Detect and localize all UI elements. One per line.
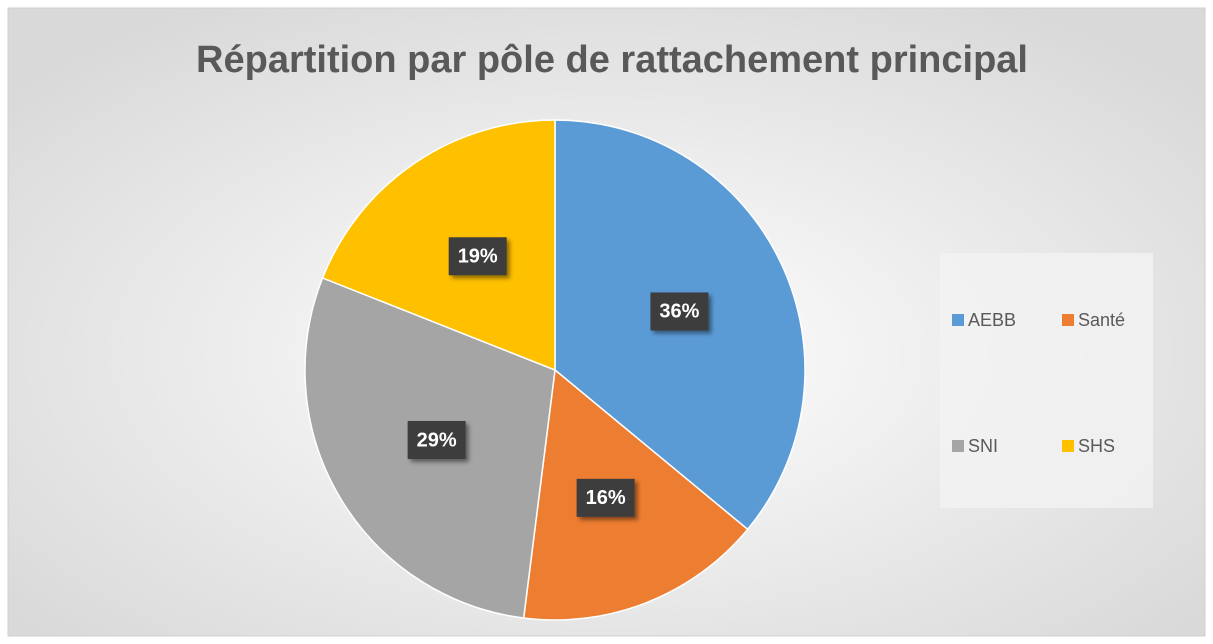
data-label: 16%	[586, 487, 626, 509]
data-label-box	[448, 237, 507, 276]
legend-swatch	[1062, 314, 1074, 326]
data-label-box	[650, 292, 709, 331]
data-label-box	[576, 478, 635, 517]
legend-swatch	[952, 440, 964, 452]
pie-slice	[321, 119, 556, 372]
legend-swatch	[1062, 440, 1074, 452]
legend-label: Santé	[1078, 310, 1125, 330]
data-label-box	[407, 420, 466, 459]
legend-label: SHS	[1078, 436, 1115, 456]
legend-label: SNI	[968, 436, 998, 456]
data-label: 19%	[458, 246, 498, 268]
legend-box	[940, 253, 1153, 508]
legend-label: AEBB	[968, 310, 1016, 330]
data-label: 29%	[417, 429, 457, 451]
legend-swatch	[952, 314, 964, 326]
data-label: 36%	[659, 301, 699, 323]
chart-title: Répartition par pôle de rattachement pri…	[196, 39, 1028, 81]
pie-slice	[522, 368, 749, 621]
